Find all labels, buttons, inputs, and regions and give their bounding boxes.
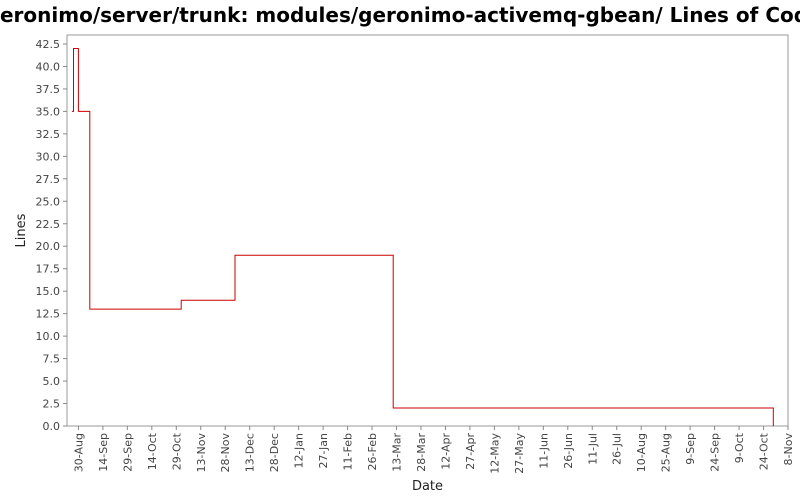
x-tick-label: 13-Mar [391, 433, 404, 472]
x-tick-label: 8-Nov [782, 433, 795, 466]
x-tick-label: 11-Jul [586, 433, 599, 465]
x-tick-label: 25-Aug [660, 433, 673, 472]
x-tick-label: 27-Apr [464, 433, 477, 470]
y-tick-label: 37.5 [36, 83, 61, 96]
x-tick-label: 27-Jan [317, 433, 330, 469]
x-tick-label: 24-Oct [758, 432, 771, 470]
x-tick-label: 28-Nov [219, 433, 232, 473]
series-layer [71, 48, 774, 426]
x-tick-label: 11-Jun [537, 433, 550, 469]
y-tick-label: 27.5 [36, 173, 61, 186]
y-axis-label: Lines [14, 213, 29, 247]
y-tick-label: 40.0 [36, 60, 61, 73]
x-tick-label: 12-Jan [293, 433, 306, 469]
y-tick-label: 20.0 [36, 240, 61, 253]
y-tick-label: 15.0 [36, 285, 61, 298]
y-tick-label: 42.5 [36, 38, 61, 51]
y-tick-label: 7.5 [43, 353, 61, 366]
x-tick-label: 9-Oct [733, 432, 746, 463]
y-tick-label: 32.5 [36, 128, 61, 141]
y-tick-label: 0.0 [43, 420, 61, 433]
y-tick-label: 22.5 [36, 218, 61, 231]
y-tick-label: 30.0 [36, 150, 61, 163]
x-tick-label: 30-Aug [72, 433, 85, 472]
x-tick-label: 28-Mar [415, 433, 428, 472]
x-tick-label: 14-Oct [146, 432, 159, 470]
y-tick-label: 17.5 [36, 263, 61, 276]
x-tick-label: 29-Sep [121, 433, 134, 472]
x-tick-label: 26-Feb [366, 433, 379, 470]
x-tick-label: 14-Sep [97, 433, 110, 472]
y-tick-label: 2.5 [43, 398, 61, 411]
x-tick-label: 13-Dec [244, 433, 257, 472]
x-axis: 30-Aug 14-Sep 29-Sep 14-Oct 29-Oct 13-Nov 28-N… [72, 426, 795, 474]
y-axis: 0.0 2.5 5.0 7.5 10.0 12.5 15.0 17.5 20.0 22.5 25.0… [36, 38, 67, 433]
series-line-0 [71, 48, 774, 426]
x-tick-label: 11-Feb [342, 433, 355, 470]
x-tick-label: 24-Sep [709, 433, 722, 472]
x-tick-label: 26-Jun [562, 433, 575, 469]
x-tick-label: 29-Oct [170, 432, 183, 470]
x-axis-label: Date [412, 479, 443, 494]
y-tick-label: 5.0 [43, 375, 61, 388]
plot-area [66, 34, 789, 427]
x-tick-label: 28-Dec [268, 433, 281, 472]
y-tick-label: 35.0 [36, 105, 61, 118]
x-tick-label: 9-Sep [684, 433, 697, 465]
x-tick-label: 12-Apr [439, 433, 452, 470]
x-tick-label: 12-May [488, 433, 501, 474]
y-tick-label: 12.5 [36, 308, 61, 321]
x-tick-label: 26-Jul [611, 433, 624, 465]
x-tick-label: 13-Nov [195, 433, 208, 473]
x-tick-label: 10-Aug [635, 433, 648, 472]
y-tick-label: 25.0 [36, 195, 61, 208]
y-tick-label: 10.0 [36, 330, 61, 343]
x-tick-label: 27-May [513, 433, 526, 474]
chart-title: /geronimo/server/trunk: modules/geronimo… [0, 3, 800, 27]
